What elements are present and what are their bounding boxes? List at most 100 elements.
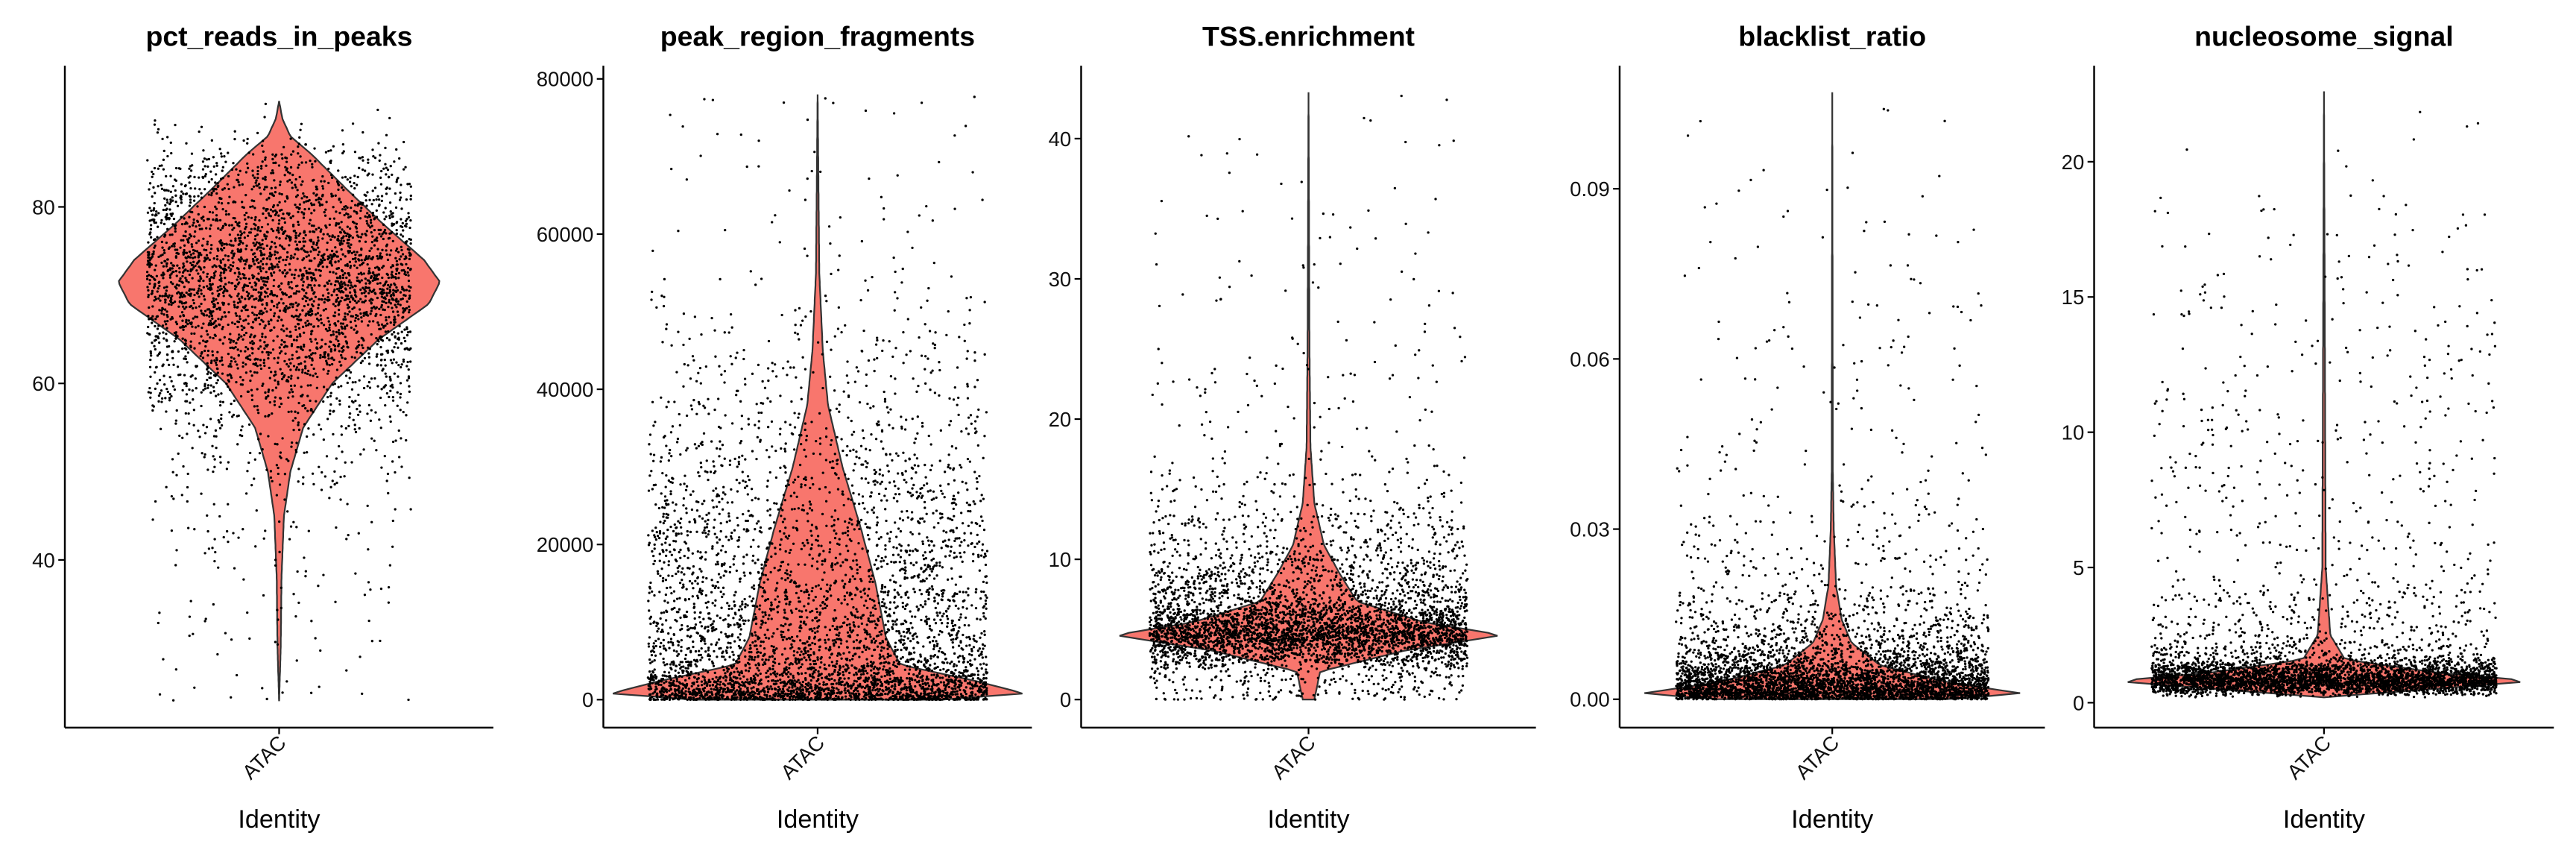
data-point bbox=[192, 265, 195, 269]
data-point bbox=[268, 248, 272, 251]
data-point bbox=[693, 617, 696, 620]
data-point bbox=[394, 249, 398, 252]
data-point bbox=[311, 245, 314, 248]
data-point bbox=[274, 153, 278, 157]
data-point bbox=[363, 311, 366, 315]
data-point bbox=[764, 658, 768, 661]
data-point bbox=[329, 149, 332, 152]
data-point bbox=[788, 602, 791, 606]
data-point bbox=[220, 197, 223, 201]
data-point bbox=[285, 334, 288, 337]
data-point bbox=[191, 268, 194, 271]
data-point bbox=[967, 544, 970, 547]
data-point bbox=[302, 280, 305, 283]
data-point bbox=[162, 374, 165, 377]
data-point bbox=[203, 384, 206, 388]
data-point bbox=[669, 525, 672, 529]
data-point bbox=[358, 308, 362, 311]
data-point bbox=[192, 257, 195, 259]
data-point bbox=[388, 415, 392, 418]
data-point bbox=[379, 327, 382, 330]
data-point bbox=[293, 273, 296, 277]
data-point bbox=[334, 194, 337, 197]
data-point bbox=[180, 311, 184, 314]
data-point bbox=[254, 545, 257, 548]
data-point bbox=[726, 602, 729, 605]
data-point bbox=[195, 250, 199, 253]
data-point bbox=[379, 396, 382, 400]
data-point bbox=[287, 283, 290, 286]
data-point bbox=[235, 314, 239, 318]
data-point bbox=[385, 253, 388, 257]
data-point bbox=[229, 341, 232, 344]
data-point bbox=[182, 314, 186, 318]
data-point bbox=[272, 271, 276, 274]
data-point bbox=[203, 188, 206, 191]
data-point bbox=[388, 298, 391, 302]
data-point bbox=[404, 166, 407, 169]
data-point bbox=[259, 339, 262, 342]
data-point bbox=[253, 334, 256, 338]
data-point bbox=[407, 285, 411, 288]
data-point bbox=[269, 351, 272, 354]
data-point bbox=[788, 623, 791, 626]
data-point bbox=[189, 322, 193, 326]
data-point bbox=[195, 242, 198, 245]
data-point bbox=[278, 405, 281, 409]
data-point bbox=[215, 325, 218, 328]
data-point bbox=[402, 140, 405, 144]
data-point bbox=[181, 347, 184, 350]
data-point bbox=[154, 295, 157, 298]
data-point bbox=[224, 283, 227, 286]
data-point bbox=[162, 277, 165, 280]
data-point bbox=[821, 578, 824, 582]
data-point bbox=[815, 439, 818, 443]
data-point bbox=[975, 667, 979, 670]
data-point bbox=[299, 335, 302, 338]
data-point bbox=[408, 226, 411, 230]
data-point bbox=[719, 683, 722, 686]
data-point bbox=[202, 388, 205, 391]
data-point bbox=[168, 202, 171, 206]
data-point bbox=[669, 626, 672, 629]
data-point bbox=[359, 288, 362, 292]
data-point bbox=[244, 194, 247, 197]
data-point bbox=[944, 670, 948, 673]
data-point bbox=[407, 377, 411, 380]
data-point bbox=[264, 324, 267, 327]
data-point bbox=[272, 194, 276, 198]
data-point bbox=[963, 339, 966, 342]
data-point bbox=[332, 290, 335, 293]
data-point bbox=[274, 370, 277, 374]
data-point bbox=[249, 336, 252, 339]
data-point bbox=[800, 650, 803, 653]
data-point bbox=[402, 336, 405, 339]
data-point bbox=[340, 425, 343, 428]
data-point bbox=[312, 300, 315, 303]
data-point bbox=[252, 242, 255, 245]
data-point bbox=[198, 342, 201, 345]
data-point bbox=[958, 686, 961, 689]
data-point bbox=[374, 411, 377, 414]
data-point bbox=[845, 698, 847, 701]
data-point bbox=[924, 665, 927, 668]
data-point bbox=[244, 363, 247, 366]
data-point bbox=[228, 233, 232, 236]
data-point bbox=[244, 371, 248, 374]
data-point bbox=[657, 627, 660, 630]
data-point bbox=[371, 189, 374, 192]
data-point bbox=[315, 400, 318, 403]
data-point bbox=[946, 622, 950, 625]
data-point bbox=[296, 304, 299, 307]
data-point bbox=[285, 458, 288, 461]
data-point bbox=[911, 418, 914, 421]
data-point bbox=[925, 590, 928, 594]
data-point bbox=[268, 401, 271, 404]
y-tick-label: 40 bbox=[32, 549, 55, 572]
data-point bbox=[211, 444, 214, 447]
data-point bbox=[353, 210, 356, 213]
data-point bbox=[978, 647, 981, 650]
data-point bbox=[297, 424, 300, 427]
data-point bbox=[283, 200, 287, 203]
data-point bbox=[277, 265, 280, 268]
